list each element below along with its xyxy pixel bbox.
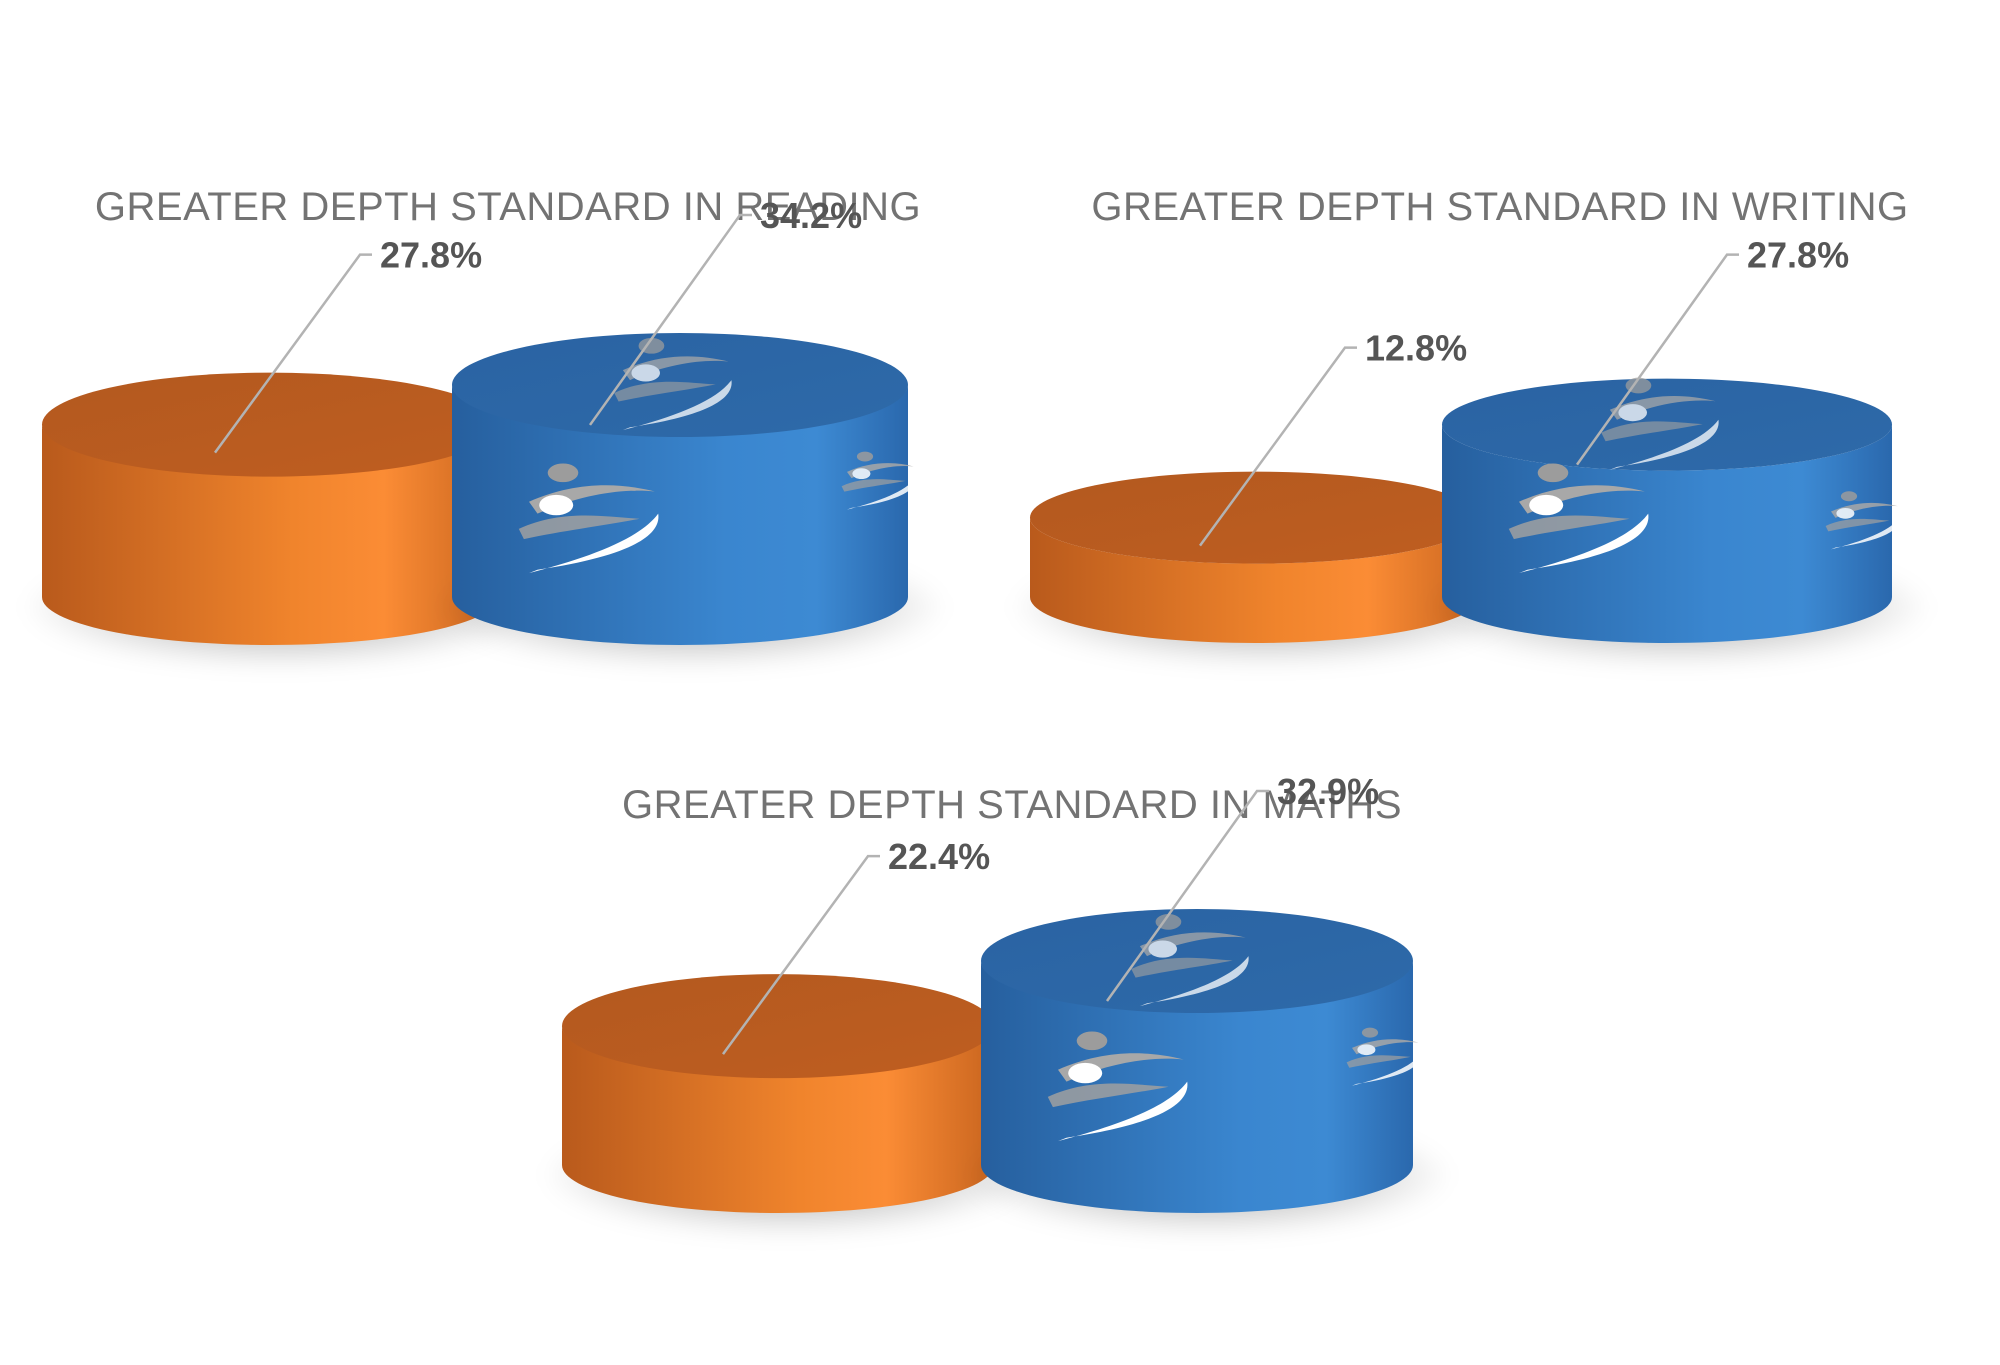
- data-label: 12.8%: [1365, 328, 1467, 369]
- bar-2: 27.8%: [1422, 235, 1932, 667]
- chart-3: GREATER DEPTH STANDARD IN MATHS 22.4% 32.9…: [542, 771, 1453, 1237]
- leader-line: [588, 213, 752, 426]
- data-label: 32.9%: [1277, 771, 1379, 812]
- chart-1: GREATER DEPTH STANDARD IN READING 27.8% 34…: [22, 185, 948, 669]
- bar-side: [42, 424, 498, 645]
- bar-1: 12.8%: [1010, 328, 1520, 667]
- chart-title: GREATER DEPTH STANDARD IN WRITING: [1091, 185, 1908, 229]
- bar-top: [1030, 471, 1480, 564]
- data-label: 27.8%: [1747, 235, 1849, 276]
- leader-line: [721, 854, 880, 1055]
- bar-side: [562, 1026, 994, 1213]
- bar-side: [452, 384, 908, 645]
- charts-layer: GREATER DEPTH STANDARD IN READING 27.8% 34…: [22, 185, 1932, 1237]
- bar-top: [562, 974, 994, 1079]
- leader-line: [1105, 789, 1269, 1002]
- leader-line: [1198, 346, 1357, 547]
- chart-2: GREATER DEPTH STANDARD IN WRITING 12.8% 27…: [1010, 185, 1932, 667]
- bar-side: [1030, 517, 1480, 643]
- bar-side: [981, 961, 1413, 1213]
- data-label: 27.8%: [380, 235, 482, 276]
- leader-line: [213, 253, 372, 454]
- bar-1: 27.8%: [22, 235, 538, 669]
- bar-top: [42, 372, 498, 477]
- chart-title: GREATER DEPTH STANDARD IN READING: [95, 185, 921, 229]
- chart-title: GREATER DEPTH STANDARD IN MATHS: [622, 783, 1402, 827]
- data-label: 34.2%: [760, 195, 862, 236]
- bar-2: 34.2%: [432, 195, 948, 669]
- bar-2: 32.9%: [961, 771, 1453, 1237]
- data-label: 22.4%: [888, 836, 990, 877]
- leader-line: [1575, 253, 1739, 466]
- bar-1: 22.4%: [542, 836, 1034, 1237]
